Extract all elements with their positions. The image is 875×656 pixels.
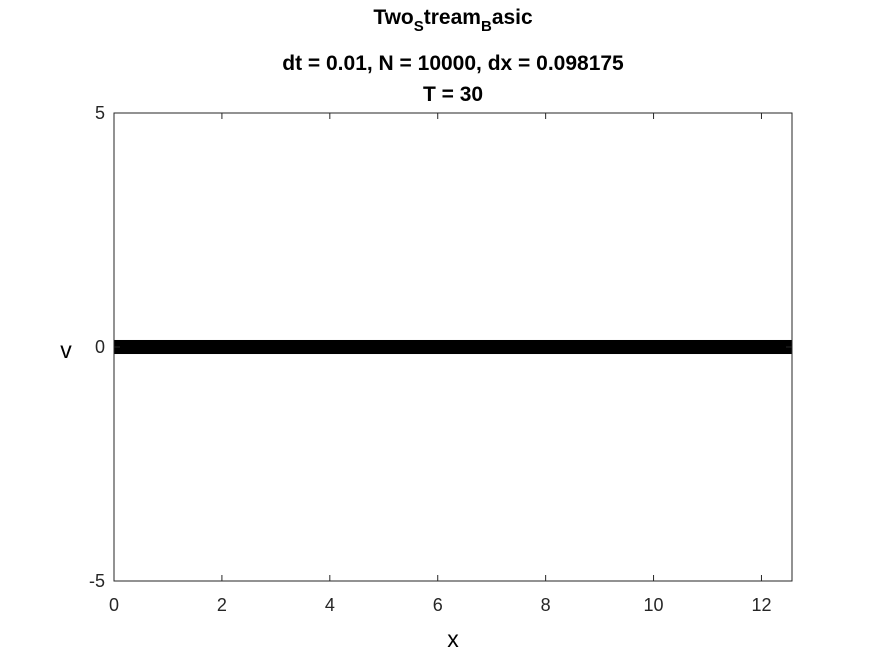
- x-axis-label: x: [447, 626, 459, 652]
- title-text-part: Two: [373, 6, 414, 29]
- axes: 0 2 4 6 8 10 12-505: [89, 103, 793, 615]
- title-text-part: tream: [423, 6, 481, 29]
- chart-title: TwoStreamBasic: [114, 6, 792, 34]
- x-tick-label: 6: [433, 595, 443, 615]
- y-tick-label: 0: [95, 337, 105, 357]
- x-tick-label: 8: [541, 595, 551, 615]
- data-marks: [114, 339, 792, 355]
- x-tick-label: 0: [109, 595, 119, 615]
- x-tick-label: 4: [325, 595, 335, 615]
- x-tick-label: 10: [644, 595, 664, 615]
- title-subscript-s: S: [413, 18, 424, 35]
- title-text-part: asic: [491, 6, 533, 29]
- y-axis-label: v: [60, 337, 72, 363]
- y-tick-label: -5: [89, 571, 105, 591]
- y-tick-label: 5: [95, 103, 105, 123]
- chart-subtitle-time: T = 30: [422, 83, 484, 106]
- particle-band-0: [114, 339, 792, 355]
- x-tick-label: 2: [217, 595, 227, 615]
- title-subscript-b: B: [480, 18, 492, 35]
- chart-subtitle-params: dt = 0.01, N = 10000, dx = 0.098175: [282, 52, 624, 75]
- x-tick-label: 12: [751, 595, 771, 615]
